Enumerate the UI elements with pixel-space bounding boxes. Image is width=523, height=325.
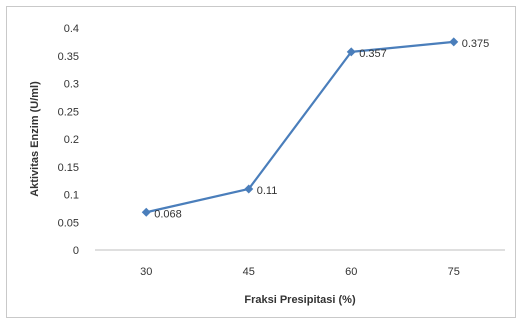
chart-frame <box>6 6 516 318</box>
data-point-marker <box>449 37 459 47</box>
y-tick-label: 0.1 <box>64 190 79 202</box>
y-tick-label: 0.35 <box>58 51 79 63</box>
x-tick-label: 45 <box>243 266 255 278</box>
markers <box>141 37 459 217</box>
y-tick-labels: 0 0.05 0.1 0.15 0.2 0.25 0.3 0.35 0.4 <box>58 23 79 257</box>
y-tick-label: 0.25 <box>58 106 79 118</box>
y-tick-label: 0.05 <box>58 217 79 229</box>
y-tick-label: 0.4 <box>64 23 79 35</box>
data-label: 0.375 <box>462 38 490 50</box>
data-labels: 0.068 0.11 0.357 0.375 <box>154 38 489 220</box>
data-label: 0.11 <box>257 185 278 197</box>
x-tick-label: 75 <box>448 266 460 278</box>
x-axis-title: Fraksi Presipitasi (%) <box>244 294 356 306</box>
x-tick-label: 60 <box>345 266 357 278</box>
data-point-marker <box>141 207 151 217</box>
y-tick-label: 0 <box>73 245 79 257</box>
x-tick-labels: 30 45 60 75 <box>140 266 460 278</box>
data-label: 0.357 <box>359 48 387 60</box>
y-tick-label: 0.2 <box>64 134 79 146</box>
y-axis-title: Aktivitas Enzim (U/ml) <box>29 81 41 197</box>
data-point-marker <box>346 47 356 57</box>
x-tick-label: 30 <box>140 266 152 278</box>
data-point-marker <box>244 184 254 194</box>
y-tick-label: 0.3 <box>64 79 79 91</box>
data-label: 0.068 <box>154 208 182 220</box>
series-line <box>146 40 454 214</box>
y-tick-label: 0.15 <box>58 162 79 174</box>
